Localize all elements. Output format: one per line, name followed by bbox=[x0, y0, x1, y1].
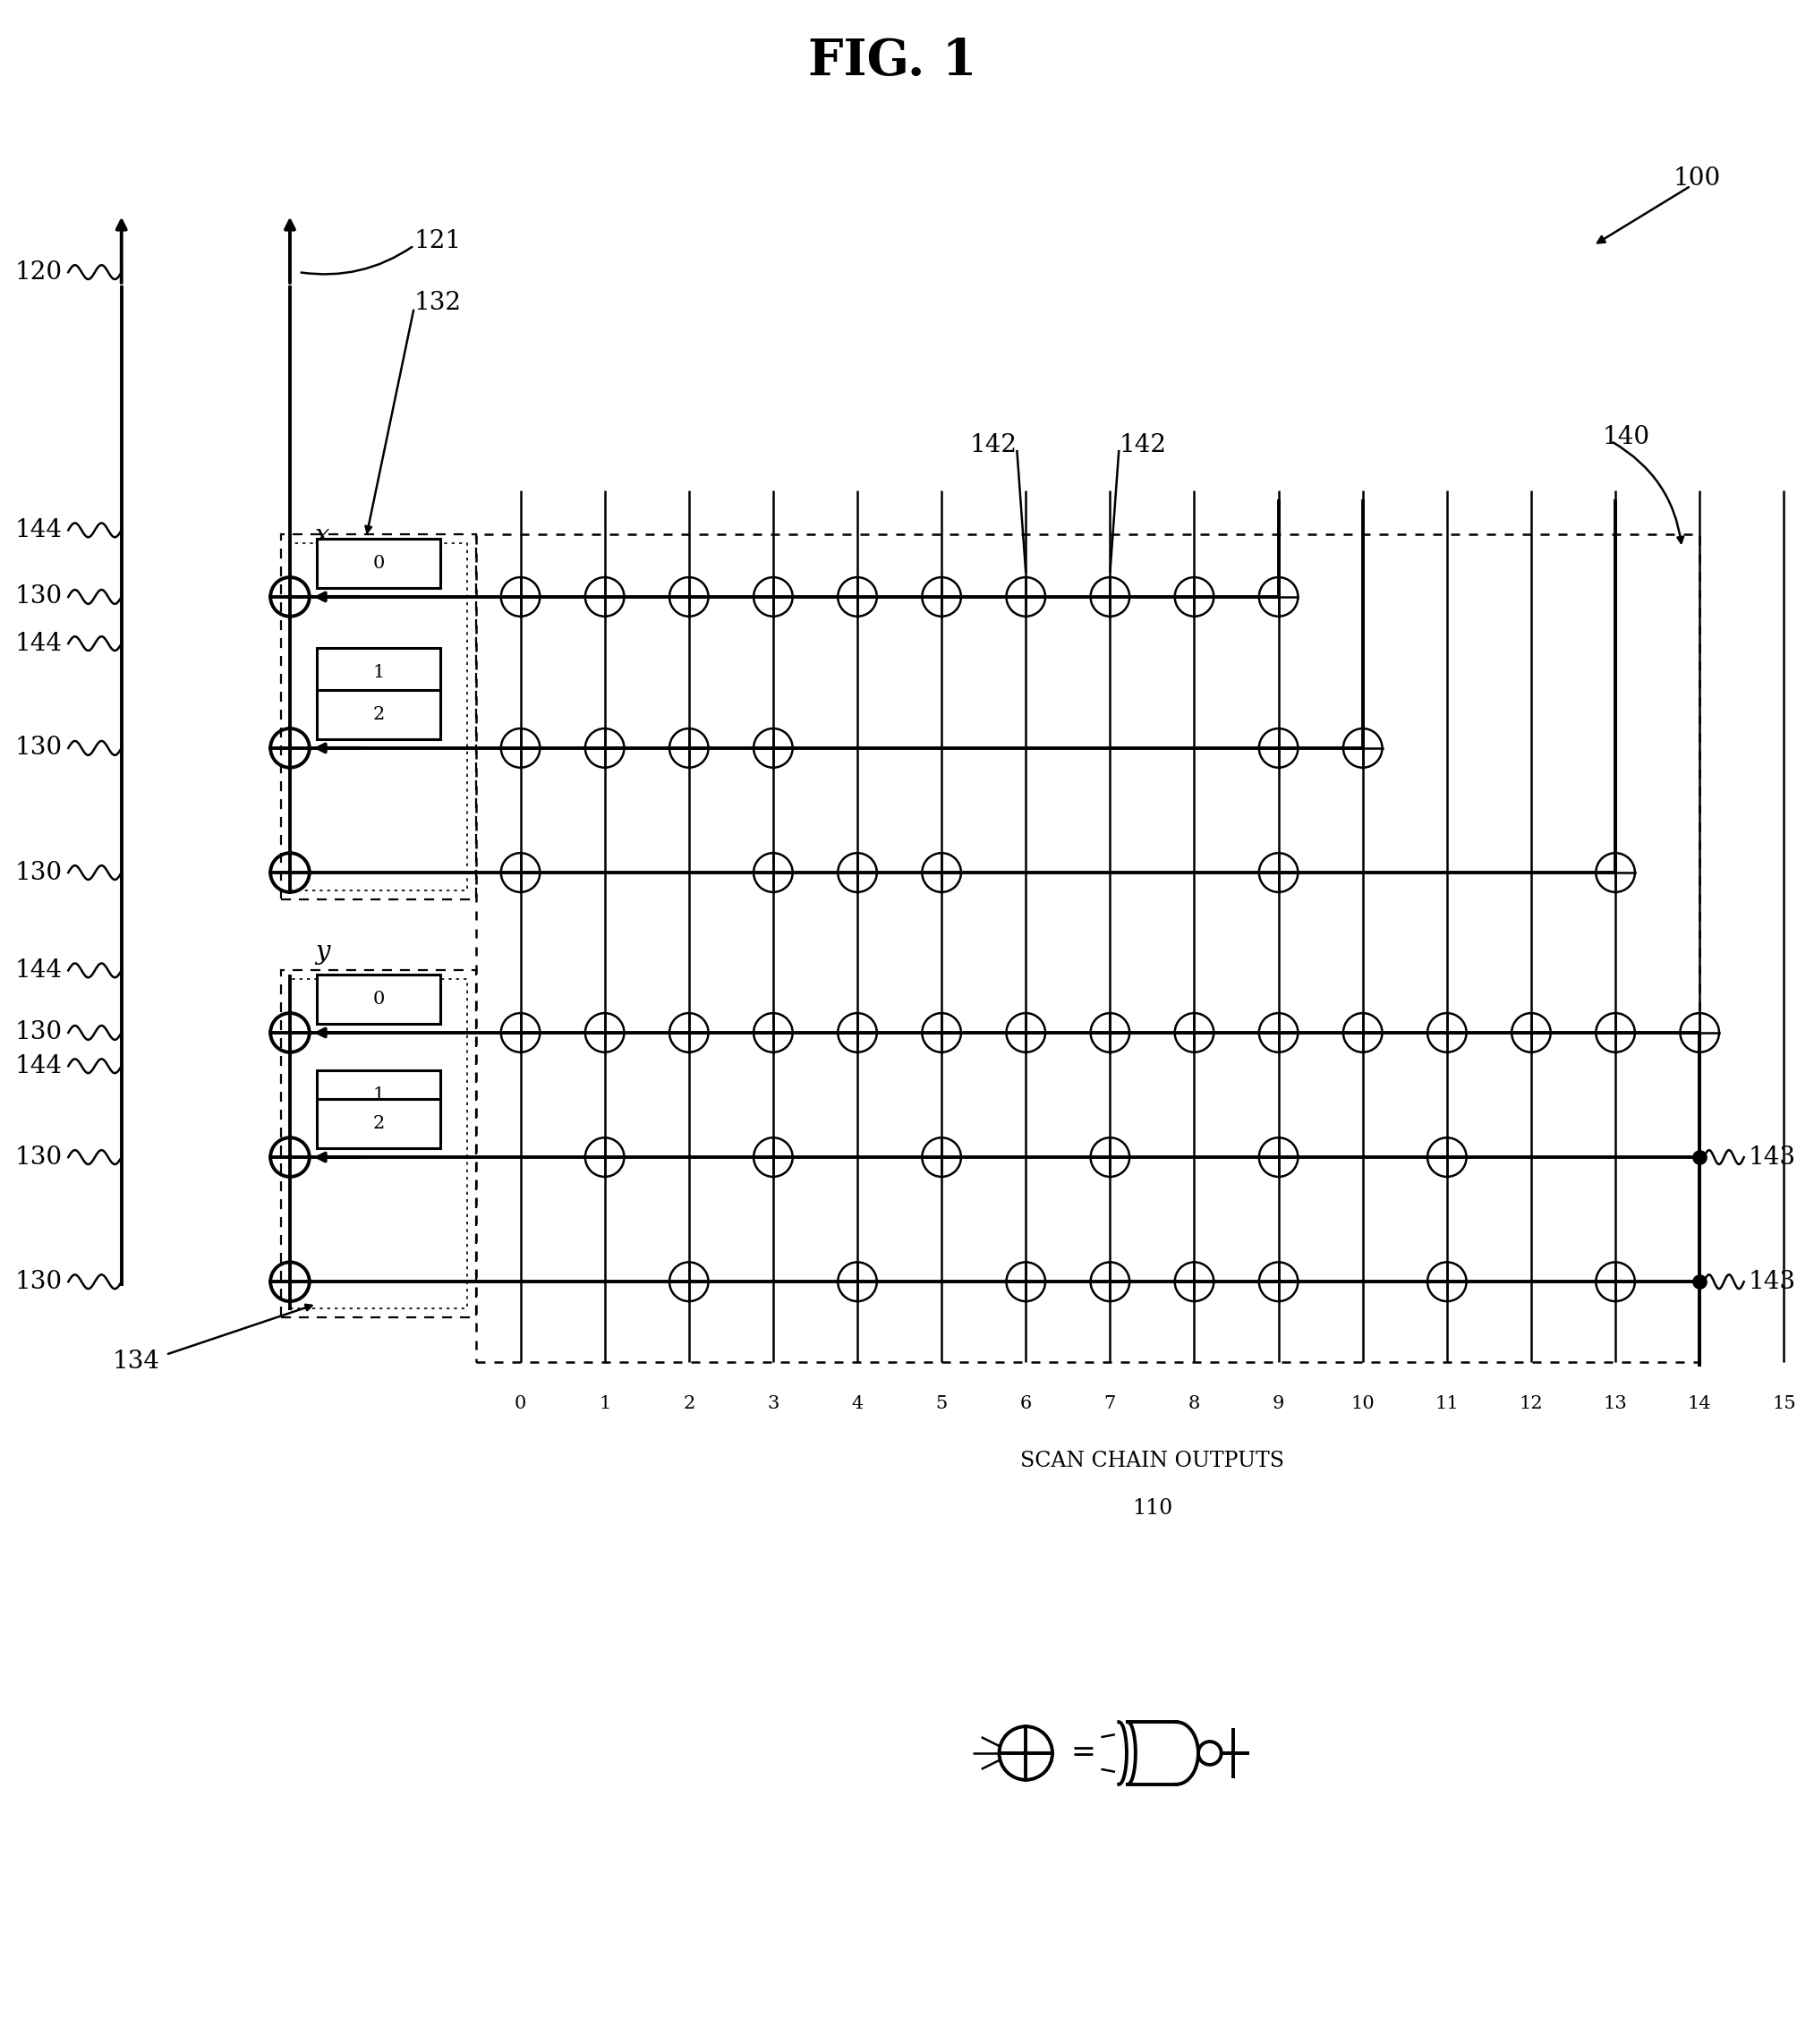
Bar bbox=[316, 540, 441, 589]
Text: 12: 12 bbox=[1520, 1396, 1544, 1412]
Text: 9: 9 bbox=[1272, 1396, 1284, 1412]
Text: 1: 1 bbox=[372, 1087, 385, 1104]
Text: SCAN CHAIN OUTPUTS: SCAN CHAIN OUTPUTS bbox=[1019, 1451, 1284, 1472]
Bar bbox=[475, 536, 1700, 1361]
Text: 130: 130 bbox=[15, 861, 63, 885]
Text: 143: 143 bbox=[1749, 1145, 1796, 1169]
Text: 144: 144 bbox=[15, 959, 62, 983]
Text: 6: 6 bbox=[1019, 1396, 1032, 1412]
Text: 144: 144 bbox=[15, 632, 62, 656]
Text: 2: 2 bbox=[372, 705, 385, 724]
FancyArrowPatch shape bbox=[301, 247, 412, 274]
Text: 11: 11 bbox=[1435, 1396, 1458, 1412]
Text: 142: 142 bbox=[1119, 433, 1166, 458]
Text: 0: 0 bbox=[372, 556, 385, 572]
Text: 15: 15 bbox=[1772, 1396, 1796, 1412]
Text: 144: 144 bbox=[15, 517, 62, 542]
Text: 130: 130 bbox=[15, 1145, 63, 1169]
Text: 5: 5 bbox=[936, 1396, 947, 1412]
Text: 100: 100 bbox=[1673, 168, 1721, 190]
Text: y: y bbox=[316, 940, 330, 965]
Text: 142: 142 bbox=[969, 433, 1018, 458]
Text: 121: 121 bbox=[414, 229, 461, 253]
Text: 120: 120 bbox=[15, 260, 63, 284]
Text: 10: 10 bbox=[1351, 1396, 1375, 1412]
Text: 0: 0 bbox=[372, 991, 385, 1008]
Bar bbox=[316, 648, 441, 697]
Bar bbox=[316, 691, 441, 740]
Bar bbox=[290, 979, 468, 1308]
Text: 1: 1 bbox=[599, 1396, 611, 1412]
Text: 14: 14 bbox=[1687, 1396, 1712, 1412]
Text: 130: 130 bbox=[15, 736, 63, 760]
Text: 134: 134 bbox=[112, 1349, 160, 1374]
Text: =: = bbox=[1070, 1739, 1096, 1768]
Text: x: x bbox=[316, 523, 330, 550]
Bar bbox=[281, 536, 475, 899]
Text: 3: 3 bbox=[767, 1396, 778, 1412]
Bar bbox=[316, 975, 441, 1024]
Text: 132: 132 bbox=[414, 290, 461, 315]
Text: 110: 110 bbox=[1132, 1498, 1172, 1519]
Bar bbox=[290, 544, 468, 891]
Text: 2: 2 bbox=[372, 1116, 385, 1132]
Text: 0: 0 bbox=[515, 1396, 526, 1412]
Text: 13: 13 bbox=[1604, 1396, 1627, 1412]
Text: FIG. 1: FIG. 1 bbox=[809, 37, 978, 86]
Bar bbox=[316, 1071, 441, 1120]
Text: 130: 130 bbox=[15, 1020, 63, 1044]
Text: 8: 8 bbox=[1188, 1396, 1201, 1412]
Bar bbox=[281, 971, 475, 1316]
Text: 2: 2 bbox=[682, 1396, 695, 1412]
Text: 130: 130 bbox=[15, 585, 63, 609]
Text: 4: 4 bbox=[851, 1396, 863, 1412]
Text: 7: 7 bbox=[1105, 1396, 1116, 1412]
Text: 144: 144 bbox=[15, 1055, 62, 1077]
Text: 130: 130 bbox=[15, 1269, 63, 1294]
Bar bbox=[316, 1100, 441, 1149]
Text: 1: 1 bbox=[372, 664, 385, 681]
Text: 140: 140 bbox=[1602, 425, 1649, 450]
Text: 143: 143 bbox=[1749, 1269, 1796, 1294]
